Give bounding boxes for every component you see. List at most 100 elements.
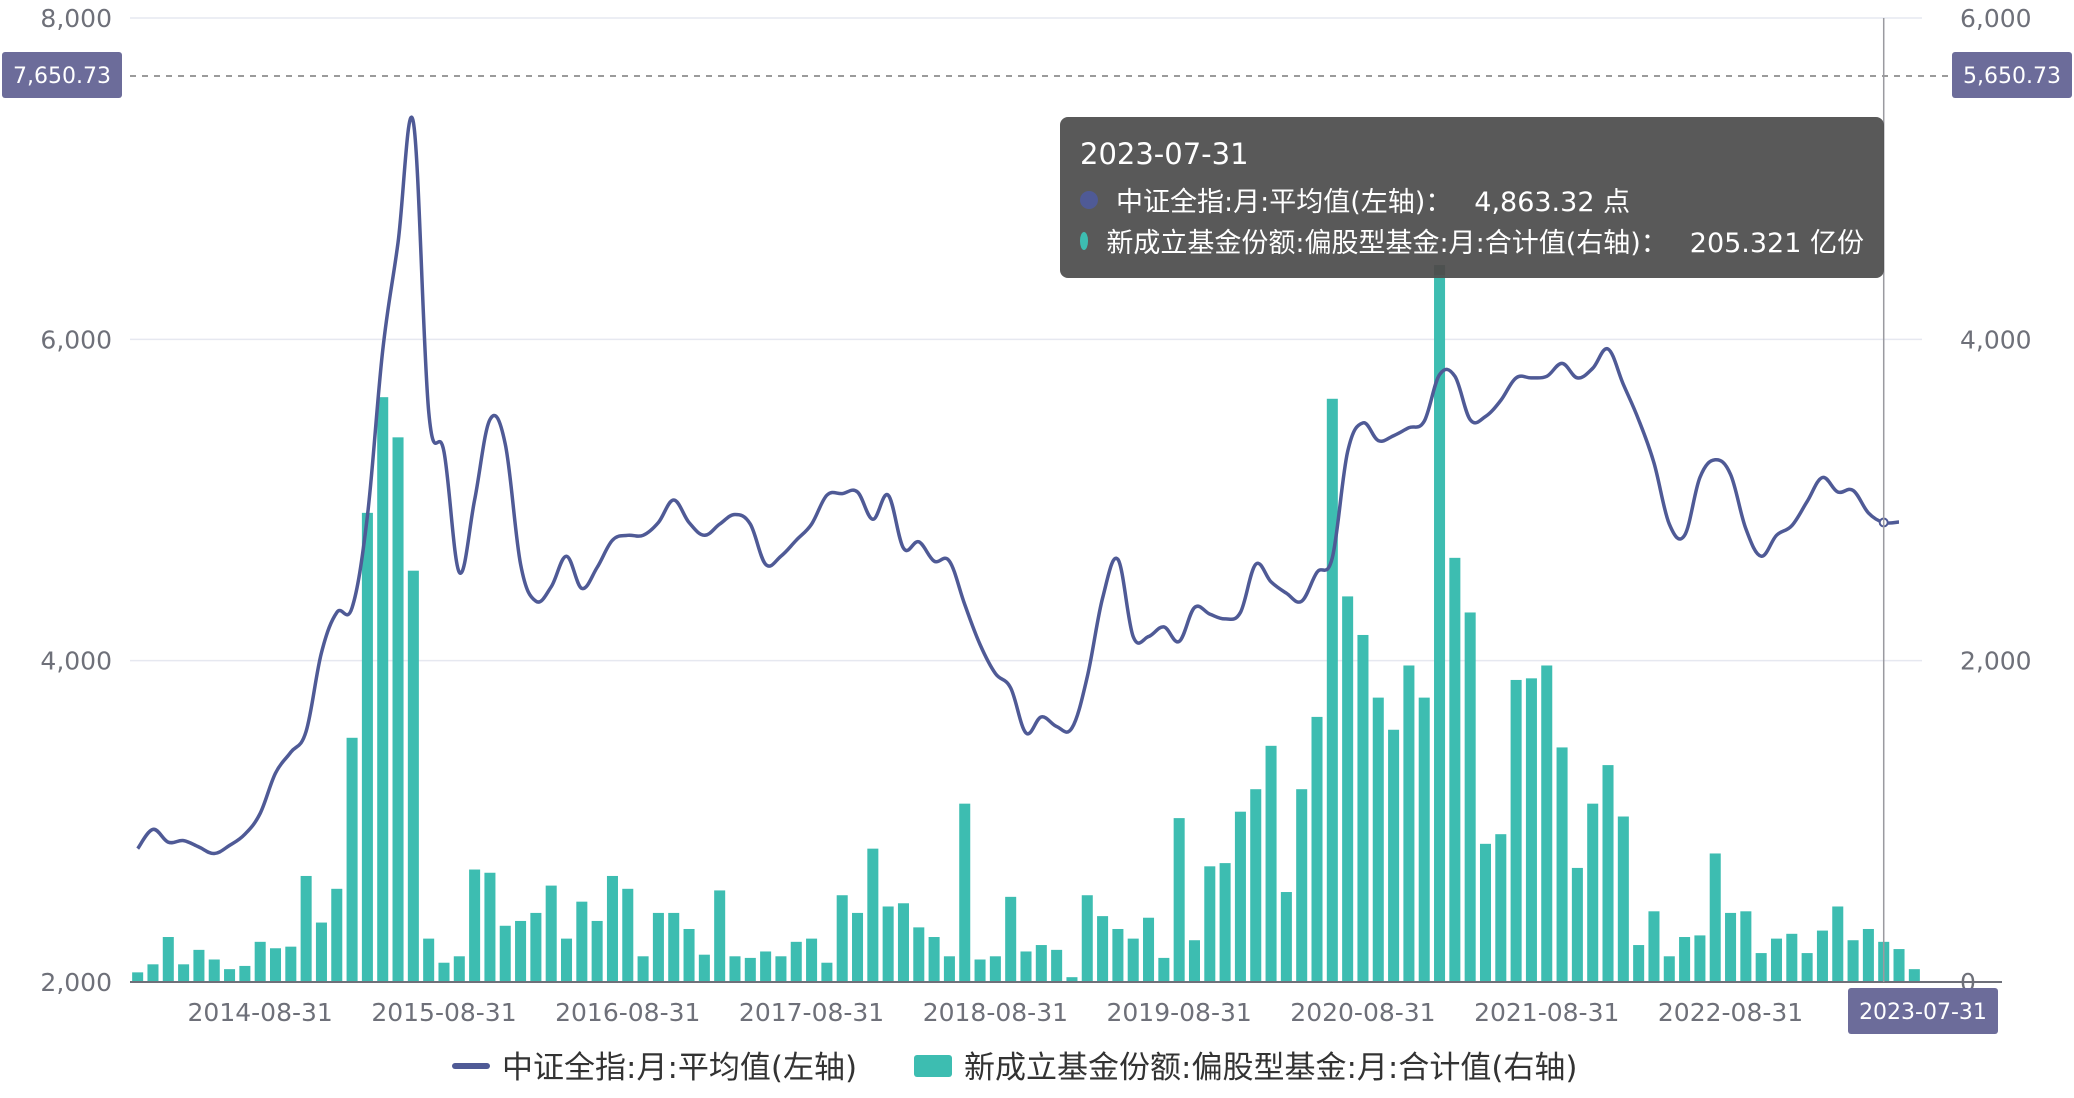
bar[interactable] (1143, 917, 1155, 982)
bar[interactable] (147, 964, 159, 982)
bar[interactable] (469, 869, 481, 982)
bar[interactable] (1633, 945, 1645, 982)
bar[interactable] (1464, 612, 1476, 982)
bar[interactable] (438, 962, 450, 982)
bar[interactable] (1832, 906, 1844, 982)
bar[interactable] (1097, 916, 1109, 982)
bar[interactable] (1525, 678, 1537, 982)
bar[interactable] (606, 875, 618, 982)
legend-item-bar[interactable]: 新成立基金份额:偏股型基金:月:合计值(右轴) (914, 1050, 1578, 1086)
bar[interactable] (560, 938, 573, 982)
bar[interactable] (1786, 933, 1798, 982)
bar-series[interactable] (132, 265, 1920, 983)
bar[interactable] (1234, 811, 1246, 982)
line-path[interactable] (136, 115, 1900, 856)
bar[interactable] (1005, 896, 1017, 982)
bar[interactable] (1342, 596, 1354, 982)
bar[interactable] (1020, 951, 1032, 982)
bar[interactable] (254, 941, 266, 982)
bar[interactable] (974, 959, 986, 982)
bar[interactable] (913, 927, 925, 982)
bar[interactable] (1893, 949, 1905, 982)
bar[interactable] (1311, 716, 1323, 982)
bar[interactable] (959, 803, 971, 982)
bar[interactable] (1280, 892, 1292, 982)
bar[interactable] (1403, 665, 1415, 982)
bar[interactable] (545, 885, 557, 982)
bar[interactable] (882, 906, 894, 982)
bar[interactable] (331, 888, 343, 982)
bar[interactable] (1479, 843, 1492, 982)
bar[interactable] (392, 437, 404, 983)
bar[interactable] (1204, 866, 1216, 982)
bar[interactable] (300, 875, 312, 982)
bar[interactable] (361, 512, 373, 982)
bar[interactable] (1418, 697, 1430, 982)
bar[interactable] (744, 957, 756, 982)
bar[interactable] (836, 895, 848, 982)
bar[interactable] (208, 959, 220, 982)
bar[interactable] (1908, 969, 1920, 982)
bar[interactable] (1617, 816, 1629, 982)
bar[interactable] (1556, 747, 1568, 982)
bar[interactable] (1112, 928, 1124, 982)
bar[interactable] (1801, 953, 1813, 982)
bar[interactable] (1219, 863, 1231, 982)
bar[interactable] (1158, 957, 1170, 982)
bar[interactable] (1495, 834, 1507, 982)
bar[interactable] (1372, 697, 1384, 982)
bar[interactable] (1587, 803, 1599, 982)
bar[interactable] (315, 922, 327, 982)
bar[interactable] (530, 912, 542, 982)
bar[interactable] (790, 941, 802, 982)
bar[interactable] (1663, 956, 1675, 982)
bar[interactable] (668, 912, 680, 982)
bar[interactable] (867, 848, 879, 982)
bar[interactable] (897, 903, 909, 982)
bar[interactable] (1816, 930, 1828, 982)
bar[interactable] (423, 938, 435, 982)
bar[interactable] (928, 937, 940, 982)
bar[interactable] (1740, 911, 1752, 982)
bar[interactable] (652, 912, 664, 982)
bar[interactable] (1694, 935, 1706, 982)
bar[interactable] (1250, 789, 1262, 982)
bar[interactable] (1510, 679, 1522, 982)
bar[interactable] (453, 956, 465, 982)
bar[interactable] (1679, 937, 1691, 982)
bar[interactable] (775, 956, 787, 982)
bar[interactable] (346, 737, 358, 982)
bar[interactable] (1081, 895, 1093, 982)
bar[interactable] (499, 925, 511, 982)
bar[interactable] (637, 956, 649, 982)
bar[interactable] (806, 938, 818, 982)
bar[interactable] (1127, 938, 1139, 982)
bar[interactable] (1571, 867, 1583, 982)
bar[interactable] (1755, 953, 1767, 982)
bar[interactable] (821, 962, 833, 982)
bar[interactable] (1265, 745, 1277, 982)
bar[interactable] (132, 972, 144, 982)
bar[interactable] (1066, 977, 1078, 982)
bar[interactable] (1541, 665, 1553, 982)
bar[interactable] (1173, 818, 1185, 982)
bar[interactable] (1862, 928, 1874, 982)
bar[interactable] (683, 928, 695, 982)
bar[interactable] (178, 964, 190, 982)
legend-item-line[interactable]: 中证全指:月:平均值(左轴) (452, 1050, 857, 1086)
bar[interactable] (1188, 940, 1200, 982)
bar[interactable] (515, 920, 527, 982)
bar[interactable] (1326, 398, 1338, 982)
bar[interactable] (1434, 267, 1446, 982)
bar[interactable] (1035, 945, 1047, 982)
bar[interactable] (698, 954, 710, 982)
bar[interactable] (1449, 557, 1461, 982)
bar[interactable] (193, 949, 205, 982)
bar[interactable] (1648, 911, 1660, 982)
bar[interactable] (1709, 853, 1721, 982)
bar[interactable] (224, 969, 236, 982)
bar[interactable] (1357, 634, 1369, 982)
bar[interactable] (1602, 765, 1614, 982)
bar[interactable] (285, 946, 297, 982)
bar[interactable] (729, 956, 741, 982)
